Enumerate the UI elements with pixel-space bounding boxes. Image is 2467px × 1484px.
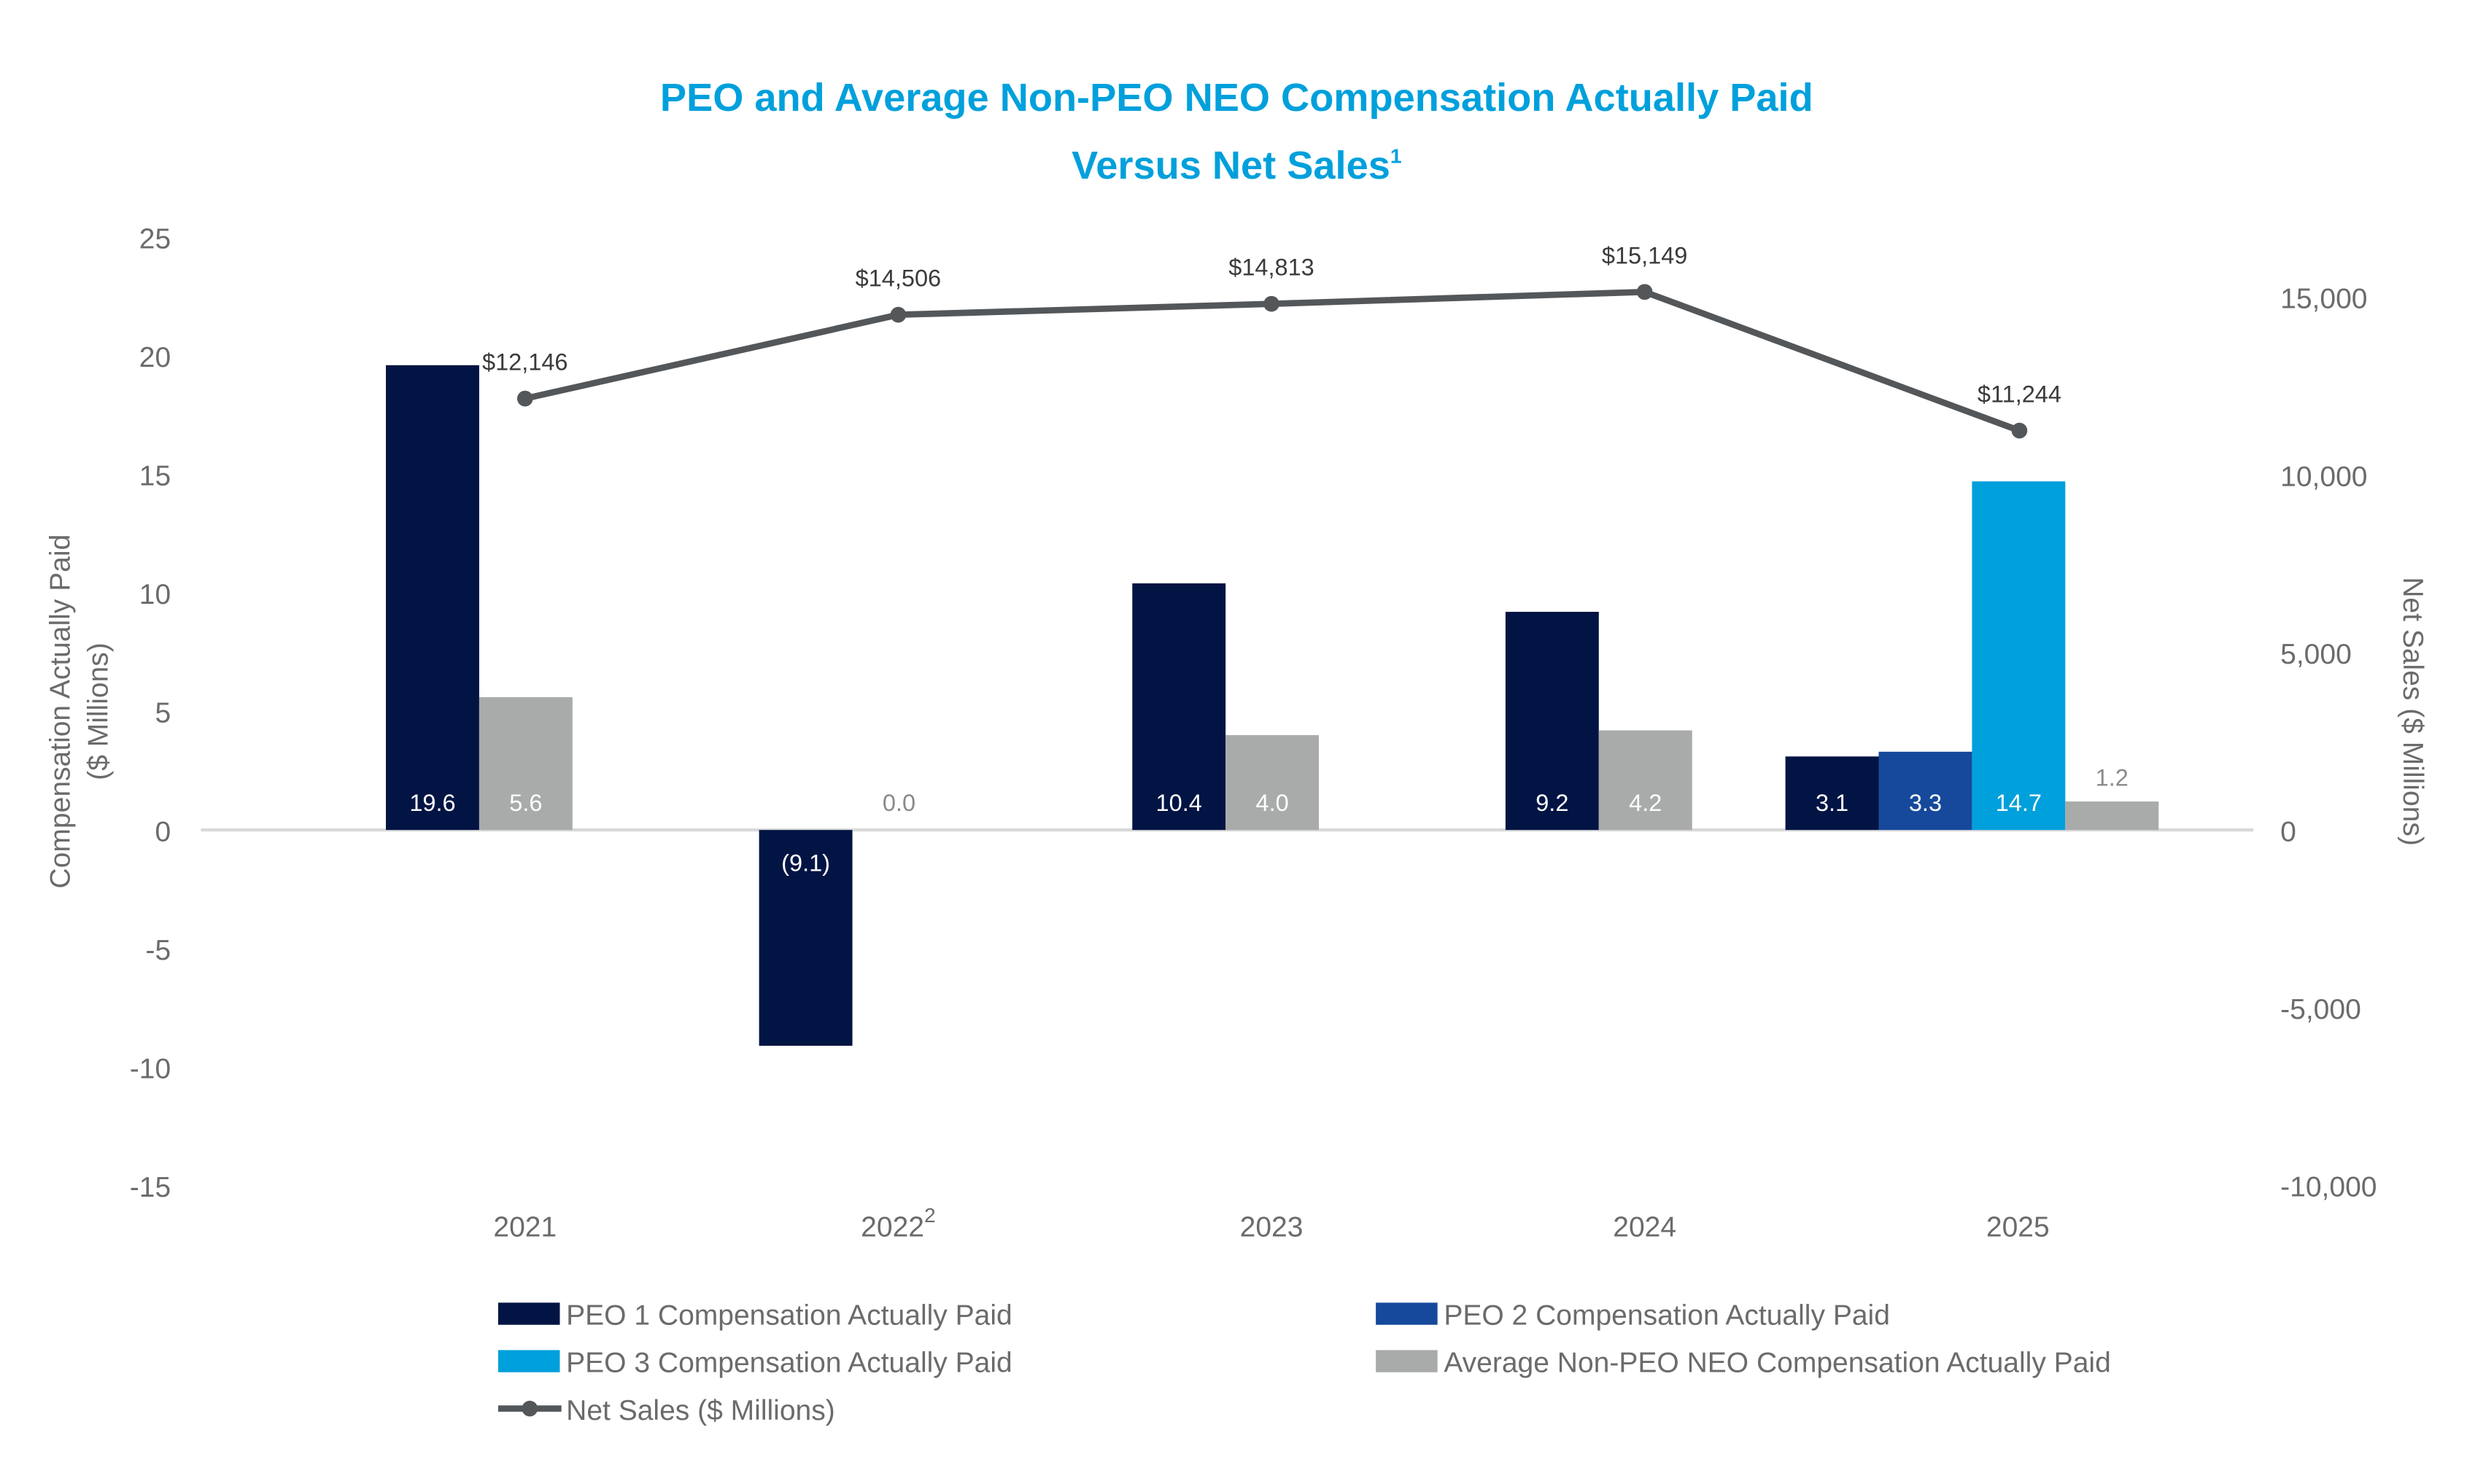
bar — [479, 697, 573, 831]
y2-axis-label: Net Sales ($ Millions) — [2397, 577, 2428, 846]
y2-tick-label: -5,000 — [2280, 994, 2361, 1025]
net-sales-point — [2011, 422, 2028, 439]
y2-tick-label: 5,000 — [2280, 639, 2352, 670]
chart-subtitle-text: Versus Net Sales — [1072, 144, 1390, 187]
y-tick-label: 10 — [139, 579, 171, 610]
bar-data-label: 9.2 — [1535, 790, 1568, 816]
x-tick-label: 2025 — [1986, 1211, 2050, 1243]
bar — [1598, 730, 1692, 831]
bar — [386, 365, 479, 831]
legend-swatch — [497, 1350, 560, 1372]
subtitle-footnote: 1 — [1390, 144, 1402, 167]
legend-swatch — [1376, 1350, 1438, 1372]
x-tick-label: 2021 — [493, 1211, 557, 1243]
net-sales-data-label: $12,146 — [482, 349, 568, 376]
y-tick-label: 20 — [139, 342, 171, 373]
x-tick-label: 20222 — [861, 1203, 935, 1243]
bar-data-label: 0.0 — [883, 790, 915, 816]
bar-data-label: 3.1 — [1816, 790, 1848, 816]
net-sales-data-label: $14,506 — [856, 265, 941, 292]
legend-marker — [522, 1400, 538, 1417]
bar-data-label: 3.3 — [1909, 790, 1942, 816]
bar — [1225, 735, 1320, 831]
bar — [1972, 481, 2066, 831]
legend-label: Net Sales ($ Millions) — [566, 1395, 835, 1426]
legend-label: PEO 2 Compensation Actually Paid — [1444, 1300, 1890, 1332]
bar-data-label: 19.6 — [409, 790, 455, 816]
bar — [1878, 751, 1972, 831]
x-tick-footnote: 2 — [924, 1203, 936, 1227]
legend-label: PEO 1 Compensation Actually Paid — [566, 1300, 1012, 1332]
legend-swatch — [497, 1302, 560, 1325]
x-tick-label: 2023 — [1240, 1211, 1304, 1243]
y2-tick-label: 10,000 — [2280, 461, 2367, 492]
net-sales-data-label: $11,244 — [1978, 381, 2061, 407]
net-sales-data-label: $15,149 — [1602, 242, 1687, 268]
bar-data-label: 10.4 — [1156, 790, 1202, 816]
bar — [1132, 583, 1226, 831]
bar-data-label: 1.2 — [2096, 764, 2129, 790]
net-sales-point — [890, 306, 907, 323]
y-axis-label-line2: ($ Millions) — [82, 642, 114, 780]
bar — [1505, 611, 1599, 831]
bar — [759, 830, 853, 1046]
net-sales-point — [516, 390, 533, 407]
bar — [2065, 801, 2159, 831]
y-tick-label: 25 — [139, 223, 171, 255]
bar-data-label: 5.6 — [509, 790, 542, 816]
legend-label: Average Non-PEO NEO Compensation Actuall… — [1444, 1348, 2110, 1379]
legend-label: PEO 3 Compensation Actually Paid — [566, 1348, 1012, 1379]
legend-swatch — [1376, 1302, 1438, 1325]
bar-data-label: 14.7 — [1996, 790, 2042, 816]
y2-tick-label: 15,000 — [2280, 284, 2367, 315]
net-sales-point — [1263, 295, 1279, 312]
y-tick-label: 15 — [139, 461, 171, 492]
y-tick-label: 5 — [155, 698, 171, 729]
y-axis-label: Compensation Actually Paid — [44, 535, 76, 889]
bar — [1785, 756, 1879, 831]
y2-tick-label: 0 — [2280, 816, 2296, 847]
chart-subtitle: Versus Net Sales1 — [1072, 144, 1401, 187]
net-sales-data-label: $14,813 — [1228, 255, 1314, 281]
bar-data-label: 4.0 — [1256, 790, 1289, 816]
y-tick-label: 0 — [155, 816, 171, 847]
y-tick-label: -10 — [130, 1054, 171, 1085]
bar-data-label: (9.1) — [781, 850, 830, 877]
bar-data-label: 4.2 — [1629, 790, 1662, 816]
y-tick-label: -5 — [145, 935, 171, 966]
y2-tick-label: -10,000 — [2280, 1171, 2377, 1203]
y-tick-label: -15 — [130, 1172, 171, 1203]
x-tick-label: 2024 — [1613, 1211, 1676, 1243]
net-sales-point — [1636, 284, 1653, 300]
chart-title: PEO and Average Non-PEO NEO Compensation… — [660, 76, 1813, 120]
net-sales-line — [524, 288, 2021, 434]
